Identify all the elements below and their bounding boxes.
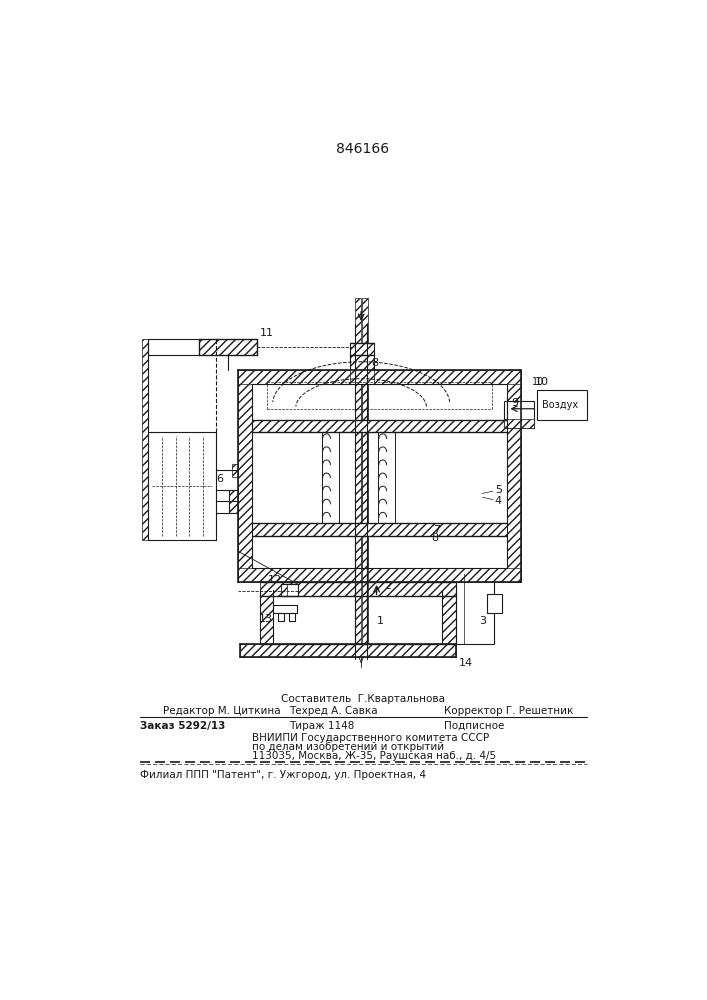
Text: 3: 3 [479,615,486,626]
Text: 11: 11 [259,328,274,338]
Text: 6: 6 [216,474,223,484]
Text: Редактор М. Циткина: Редактор М. Циткина [163,706,281,716]
Bar [350,343,373,355]
Text: Воздух: Воздух [542,400,578,410]
Text: ВНИИПИ Государственного комитета СССР: ВНИИПИ Государственного комитета СССР [252,733,489,743]
Text: 10: 10 [532,377,544,387]
Bar [456,574,494,644]
Text: Составитель  Г.Квартальнова: Составитель Г.Квартальнова [281,694,445,704]
Text: Техред А. Савка: Техред А. Савка [288,706,378,716]
Bar [537,390,587,420]
Text: 113035, Москва, Ж-35, Раушская наб., д. 4/5: 113035, Москва, Ж-35, Раушская наб., д. … [252,751,496,761]
Bar [355,370,361,582]
Text: 2: 2 [385,581,392,591]
Bar [442,590,456,644]
Text: 12: 12 [268,575,282,585]
Text: 4: 4 [495,496,502,506]
Text: Заказ 5292/13: Заказ 5292/13 [140,721,226,731]
Text: 1: 1 [377,615,384,626]
Bar [281,584,298,596]
Bar [259,590,274,644]
Text: Подписное: Подписное [444,721,505,731]
Bar [486,594,502,613]
Bar [278,613,284,620]
Text: Тираж 1148: Тираж 1148 [288,721,354,731]
Bar [199,339,257,355]
Text: 9: 9 [512,398,519,408]
Text: 846166: 846166 [336,142,390,156]
Text: 8: 8 [371,358,379,368]
Bar [259,582,456,596]
Bar [141,339,148,540]
Text: Корректор Г. Решетник: Корректор Г. Решетник [444,706,573,716]
Bar [362,298,368,644]
Bar [252,420,508,432]
Bar [288,613,295,620]
Text: 7: 7 [433,525,440,535]
Bar [232,495,238,507]
Bar [232,464,238,477]
Bar [252,523,508,536]
Bar [362,370,368,582]
Text: 14: 14 [459,658,473,668]
Bar [281,584,287,596]
Bar [274,605,296,613]
Bar [238,568,521,582]
Bar [355,298,361,644]
Text: по делам изобретений и открытий: по делам изобретений и открытий [252,742,444,752]
Text: 5: 5 [495,485,502,495]
Bar [240,644,456,657]
Text: 10: 10 [535,377,549,387]
Bar [350,343,374,384]
Text: 13: 13 [259,614,273,624]
Bar [238,370,521,384]
Bar [503,419,534,428]
Bar [508,370,521,582]
Bar [503,401,534,428]
Bar [238,370,252,582]
Text: Филиал ППП "Патент", г. Ужгород, ул. Проектная, 4: Филиал ППП "Патент", г. Ужгород, ул. Про… [140,770,426,780]
Text: 8: 8 [431,533,438,543]
Bar [229,490,238,513]
